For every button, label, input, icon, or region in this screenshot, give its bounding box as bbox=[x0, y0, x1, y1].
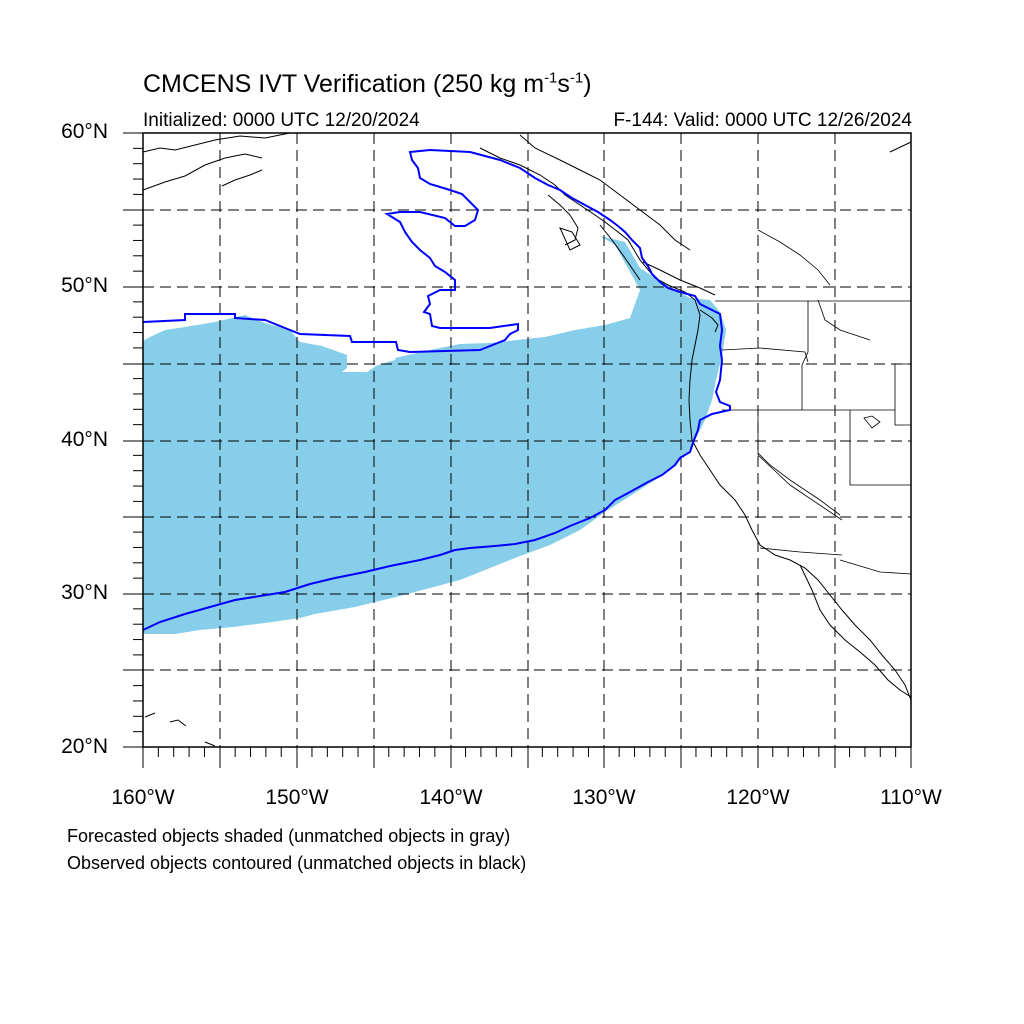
lon-label-130w: 130°W bbox=[572, 786, 636, 809]
chart-title: CMCENS IVT Verification (250 kg m-1s-1) bbox=[143, 69, 592, 98]
lat-label-40n: 40°N bbox=[61, 428, 108, 451]
observed-legend-note: Observed objects contoured (unmatched ob… bbox=[67, 853, 527, 873]
lon-label-120w: 120°W bbox=[726, 786, 790, 809]
lat-label-50n: 50°N bbox=[61, 274, 108, 297]
lon-label-140w: 140°W bbox=[419, 786, 483, 809]
lon-label-110w: 110°W bbox=[880, 786, 942, 809]
map-frame bbox=[142, 132, 912, 748]
lat-label-30n: 30°N bbox=[61, 581, 108, 604]
valid-time-label: F-144: Valid: 0000 UTC 12/26/2024 bbox=[613, 110, 912, 131]
lat-label-60n: 60°N bbox=[61, 120, 108, 143]
minor-ticks bbox=[133, 147, 897, 757]
political-borders bbox=[715, 229, 912, 575]
lon-label-160w: 160°W bbox=[111, 786, 175, 809]
forecast-object bbox=[143, 236, 726, 634]
observed-object-contour bbox=[142, 148, 731, 631]
init-time-label: Initialized: 0000 UTC 12/20/2024 bbox=[143, 110, 420, 131]
lat-label-20n: 20°N bbox=[61, 735, 108, 758]
coastlines bbox=[142, 132, 912, 747]
forecast-hole bbox=[342, 352, 398, 372]
axis-ticks bbox=[123, 132, 912, 768]
lon-label-150w: 150°W bbox=[265, 786, 329, 809]
forecast-legend-note: Forecasted objects shaded (unmatched obj… bbox=[67, 826, 511, 846]
